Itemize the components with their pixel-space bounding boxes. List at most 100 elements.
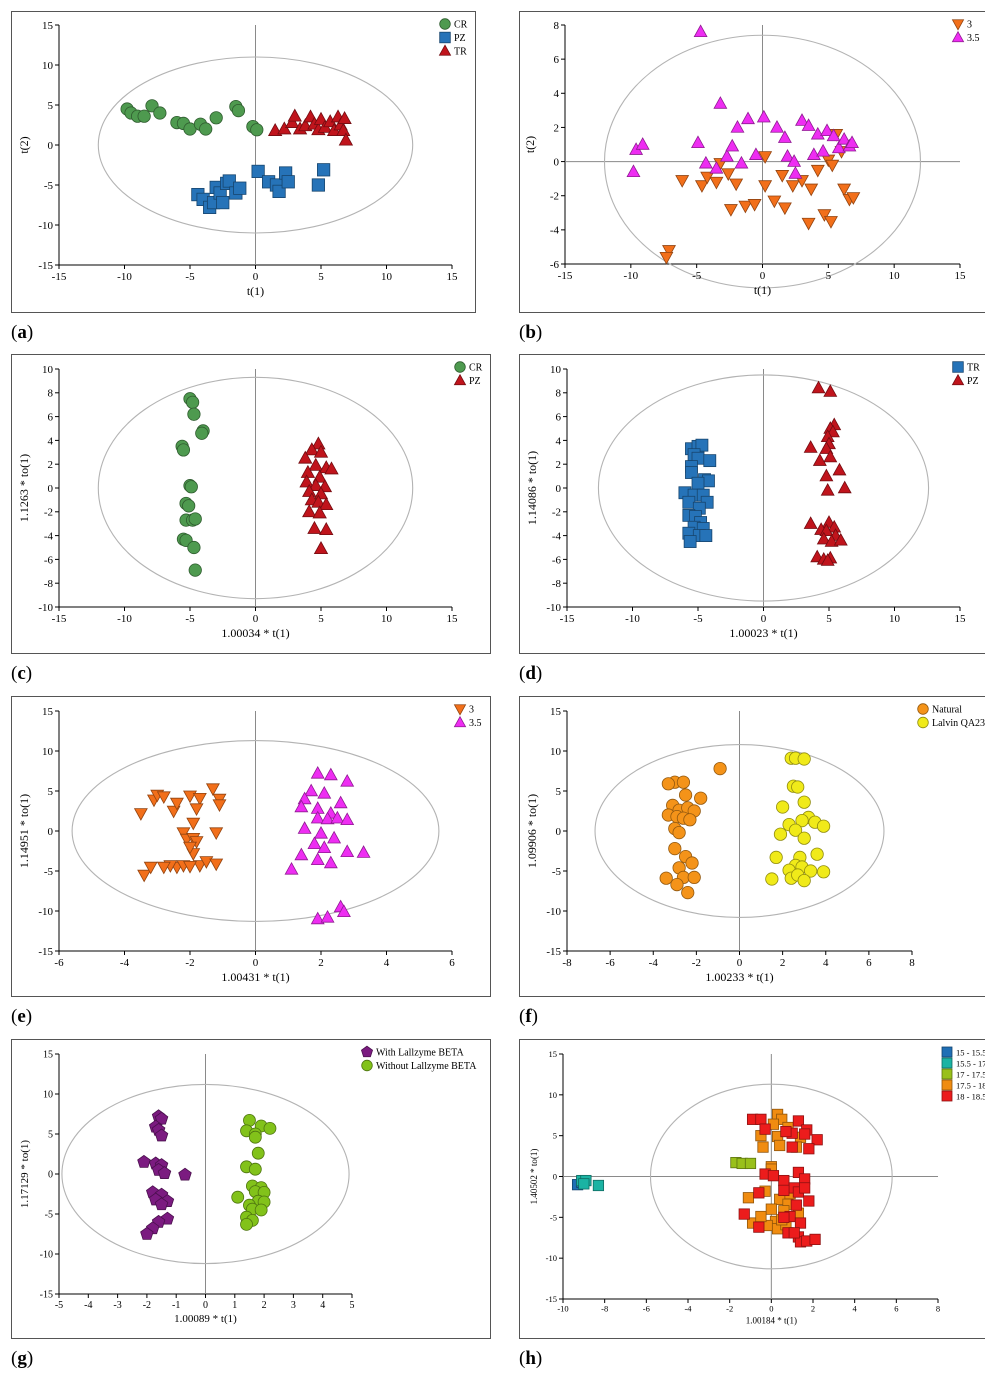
x-tick-label: 3 bbox=[291, 1300, 296, 1311]
data-point bbox=[803, 516, 818, 529]
x-tick-label: 4 bbox=[853, 1304, 858, 1314]
data-point bbox=[693, 24, 708, 38]
data-point bbox=[817, 209, 832, 222]
x-tick-label: -3 bbox=[113, 1300, 121, 1311]
data-point bbox=[777, 130, 792, 143]
data-point bbox=[297, 821, 312, 834]
legend-label: CR bbox=[469, 363, 483, 374]
data-point bbox=[810, 847, 824, 861]
y-tick-label: -15 bbox=[546, 1294, 557, 1304]
data-point bbox=[337, 110, 352, 124]
x-tick-label: 5 bbox=[318, 613, 324, 625]
legend-label: 3 bbox=[967, 20, 972, 31]
data-point bbox=[313, 444, 329, 458]
data-point bbox=[778, 1184, 790, 1196]
legend-marker bbox=[941, 1068, 953, 1080]
series-1 bbox=[678, 438, 717, 548]
data-point bbox=[713, 762, 727, 776]
chart-panel-b: -15 -10 -5 0 5 10 15 -6 -4 -2 0 2 4 6 8 t(1) t(2) 3 3.5 bbox=[519, 11, 985, 313]
data-point bbox=[703, 454, 717, 468]
data-point bbox=[801, 118, 816, 131]
y-tick-label: 5 bbox=[48, 1130, 53, 1141]
y-tick-label: 0 bbox=[48, 1170, 53, 1181]
data-point bbox=[281, 175, 295, 189]
x-axis-label: 1.00233 * t(1) bbox=[705, 970, 773, 984]
legend-marker bbox=[951, 30, 965, 43]
data-point bbox=[659, 251, 674, 265]
x-tick-label: 10 bbox=[889, 270, 901, 282]
y-tick-label: -15 bbox=[546, 946, 561, 958]
x-tick-label: -6 bbox=[54, 957, 64, 969]
legend-marker bbox=[454, 361, 466, 373]
confidence-ellipse bbox=[594, 744, 885, 918]
x-tick-label: 15 bbox=[955, 613, 967, 625]
data-point bbox=[183, 860, 197, 874]
data-point bbox=[757, 1141, 769, 1153]
y-tick-label: 10 bbox=[42, 364, 54, 376]
data-point bbox=[209, 111, 223, 125]
panel-label-e: (e) bbox=[11, 1006, 33, 1027]
y-tick-label: -6 bbox=[44, 554, 54, 566]
y-tick-label: -5 bbox=[552, 866, 562, 878]
y-axis-label: 1.14951 * to(1) bbox=[17, 794, 31, 868]
data-point bbox=[777, 202, 792, 216]
series-2 bbox=[626, 24, 860, 179]
data-point bbox=[176, 443, 191, 457]
scatter-chart-e: -6 -4 -2 0 2 4 6 -15 -10 -5 0 5 10 15 1.00431 * t(1) 1.… bbox=[17, 704, 482, 984]
x-tick-label: -5 bbox=[185, 271, 195, 283]
x-tick-label: 6 bbox=[866, 957, 872, 969]
data-point bbox=[775, 170, 790, 183]
series-2 bbox=[765, 751, 831, 888]
data-point bbox=[320, 909, 335, 923]
y-tick-label: -2 bbox=[550, 191, 559, 203]
data-point bbox=[251, 164, 265, 178]
x-tick-label: 10 bbox=[381, 271, 393, 283]
y-axis-label: t(2) bbox=[523, 136, 537, 153]
data-point bbox=[209, 858, 224, 872]
data-point bbox=[811, 1134, 823, 1146]
x-tick-label: -2 bbox=[692, 957, 701, 969]
series-1 bbox=[659, 129, 861, 265]
legend-label: 18 - 18.5 bbox=[956, 1092, 985, 1102]
series-2 bbox=[803, 380, 852, 566]
y-axis-label: 1.17129 * to(1) bbox=[19, 1140, 31, 1208]
x-tick-label: -4 bbox=[649, 957, 659, 969]
legend-marker bbox=[941, 1057, 953, 1069]
y-tick-label: -5 bbox=[44, 180, 54, 192]
series-3 bbox=[730, 1157, 757, 1170]
x-tick-label: 0 bbox=[737, 957, 743, 969]
data-point bbox=[819, 441, 834, 454]
scatter-chart-a: -15 -10 -5 0 5 10 15 -15 -10 -5 0 5 10 15 t(1) t(2) CR PZ… bbox=[17, 18, 468, 298]
legend-label: CR bbox=[454, 20, 468, 31]
data-point bbox=[804, 864, 818, 878]
data-point bbox=[307, 836, 322, 850]
x-tick-label: -5 bbox=[185, 613, 195, 625]
data-point bbox=[310, 911, 325, 925]
series-5 bbox=[738, 1113, 823, 1248]
y-tick-label: 4 bbox=[48, 435, 54, 447]
x-tick-label: -8 bbox=[601, 1304, 608, 1314]
data-point bbox=[780, 1125, 792, 1138]
legend-marker bbox=[941, 1046, 953, 1058]
data-point bbox=[803, 440, 818, 453]
series-1 bbox=[120, 99, 264, 137]
data-point bbox=[683, 813, 697, 827]
data-point bbox=[837, 183, 852, 197]
y-tick-label: 6 bbox=[48, 411, 54, 423]
data-point bbox=[741, 111, 755, 125]
x-tick-label: -10 bbox=[117, 613, 132, 625]
data-point bbox=[319, 522, 334, 536]
data-point bbox=[336, 122, 351, 136]
data-point bbox=[820, 482, 835, 496]
data-point bbox=[324, 461, 339, 475]
data-point bbox=[723, 204, 738, 217]
data-point bbox=[810, 164, 825, 178]
data-point bbox=[156, 861, 171, 875]
y-tick-label: 5 bbox=[553, 1131, 557, 1141]
series-2 bbox=[298, 436, 339, 555]
data-point bbox=[790, 1199, 802, 1211]
data-point bbox=[826, 128, 841, 142]
data-point bbox=[317, 840, 332, 854]
data-point bbox=[294, 799, 309, 813]
x-tick-label: 6 bbox=[894, 1304, 898, 1314]
